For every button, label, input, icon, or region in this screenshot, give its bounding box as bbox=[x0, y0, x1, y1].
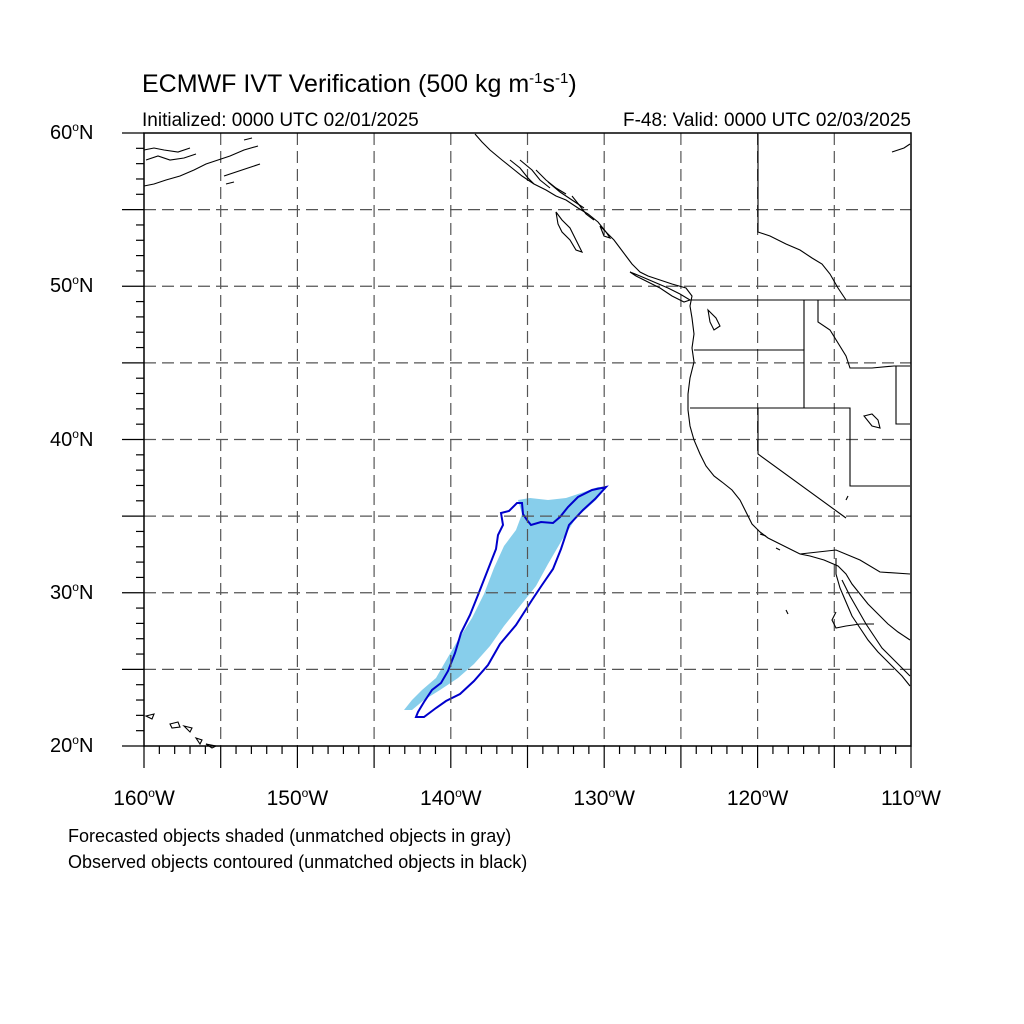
degree-symbol: o bbox=[72, 579, 79, 594]
hemisphere-letter: N bbox=[78, 122, 94, 144]
degree-symbol: o bbox=[72, 273, 79, 288]
degree-symbol: o bbox=[148, 786, 155, 800]
forecast-object-shaded bbox=[404, 487, 606, 710]
hemisphere-letter: N bbox=[78, 275, 94, 298]
hemisphere-letter: W bbox=[461, 787, 482, 810]
degree-symbol: o bbox=[455, 786, 462, 800]
degree-symbol: o bbox=[608, 786, 616, 800]
hemisphere-letter: N bbox=[78, 581, 94, 604]
lon-label-value: 110 bbox=[881, 787, 915, 810]
hemisphere-letter: W bbox=[308, 787, 329, 810]
lat-label: 20oN bbox=[50, 733, 93, 758]
lat-label: 50oN bbox=[50, 273, 93, 298]
lat-label-value: 60 bbox=[50, 122, 73, 144]
lat-label: 40oN bbox=[50, 427, 93, 452]
lon-label: 130oW bbox=[573, 786, 635, 811]
degree-symbol: o bbox=[761, 786, 769, 800]
lat-label: 30oN bbox=[50, 580, 93, 605]
hemisphere-letter: N bbox=[78, 428, 94, 451]
hemisphere-letter: W bbox=[921, 787, 941, 810]
axis-ticks bbox=[122, 132, 912, 768]
lon-label: 110oW bbox=[881, 786, 941, 811]
lat-lon-grid bbox=[144, 133, 911, 746]
lon-label: 150oW bbox=[267, 786, 329, 811]
hemisphere-letter: W bbox=[615, 787, 635, 810]
degree-symbol: o bbox=[301, 786, 309, 800]
lat-label-value: 30 bbox=[50, 581, 73, 604]
degree-symbol: o bbox=[914, 786, 922, 800]
hemisphere-letter: W bbox=[154, 787, 175, 810]
legend-observed-note: Observed objects contoured (unmatched ob… bbox=[68, 852, 528, 872]
lon-label-value: 130 bbox=[573, 787, 609, 810]
hemisphere-letter: N bbox=[78, 735, 94, 757]
lon-label: 120oW bbox=[727, 786, 789, 811]
initialized-label: Initialized: 0000 UTC 02/01/2025 bbox=[142, 110, 419, 131]
lon-label-value: 160 bbox=[113, 787, 149, 810]
coastline-and-borders bbox=[143, 133, 911, 749]
valid-time-label: F-48: Valid: 0000 UTC 02/03/2025 bbox=[623, 110, 911, 131]
degree-symbol: o bbox=[72, 733, 79, 747]
lon-label: 160oW bbox=[113, 786, 175, 811]
lon-label: 140oW bbox=[420, 786, 482, 811]
lat-label-value: 20 bbox=[50, 735, 73, 757]
lat-label: 60oN bbox=[50, 120, 93, 145]
observed-object-contour bbox=[414, 485, 609, 718]
lat-label-value: 40 bbox=[50, 428, 73, 451]
map-title: ECMWF IVT Verification (500 kg m-1s-1) bbox=[142, 70, 577, 98]
lon-label-value: 120 bbox=[726, 787, 762, 810]
degree-symbol: o bbox=[72, 120, 79, 134]
lon-label-value: 150 bbox=[266, 787, 302, 810]
lon-label-value: 140 bbox=[420, 787, 456, 810]
degree-symbol: o bbox=[72, 426, 79, 441]
legend-forecast-note: Forecasted objects shaded (unmatched obj… bbox=[68, 826, 512, 846]
lat-label-value: 50 bbox=[50, 275, 73, 298]
hemisphere-letter: W bbox=[768, 787, 789, 810]
